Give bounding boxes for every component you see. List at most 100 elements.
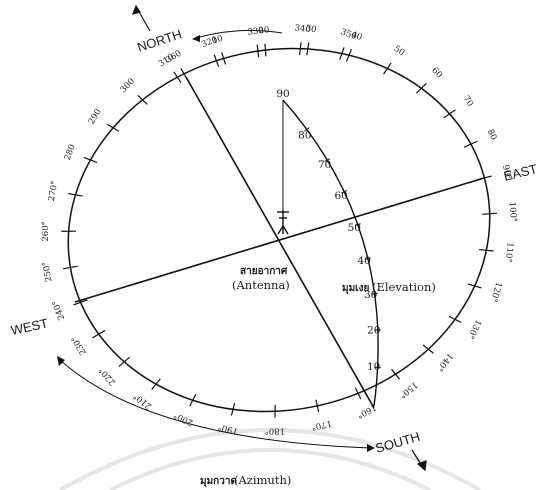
elevation-tick-label: 50: [348, 222, 361, 234]
azimuth-tick-mark: [62, 265, 78, 270]
elevation-tick-label: 30: [364, 289, 377, 301]
azimuth-tick-label: 30: [305, 24, 317, 36]
elevation-tick-label: 10: [367, 361, 380, 373]
azimuth-tick-label: 270°: [47, 180, 60, 202]
azimuth-tick-label: 40: [350, 30, 364, 43]
azimuth-tick-label: 200°: [172, 409, 195, 427]
azimuth-tick-label: 330: [247, 26, 264, 38]
azimuth-tick-mark: [213, 54, 220, 67]
azimuth-tick-label: 170°: [310, 418, 332, 432]
elevation-tick-mark: [324, 158, 331, 163]
azimuth-tick-label: 110°: [503, 242, 515, 263]
azimuth-tick-mark: [479, 248, 494, 252]
elevation-tick-mark: [304, 127, 310, 132]
azimuth-tick-label: 130°: [465, 318, 483, 341]
azimuth-tick-mark: [448, 315, 462, 324]
elevation-tick-mark: [354, 223, 361, 227]
azimuth-tick-label: 190°: [217, 421, 239, 436]
antenna-icon: [277, 210, 289, 235]
azimuth-tick-label: 290: [87, 107, 104, 126]
azimuth-sweep-arrow-icon: [57, 356, 375, 452]
elevation-arc: [282, 99, 379, 407]
elevation-tick-mark: [341, 190, 348, 194]
azimuth-tick-label: 350: [339, 27, 358, 42]
azimuth-tick-label: 60: [429, 66, 444, 81]
elevation-tick-label: 20: [367, 324, 380, 336]
azimuth-tick-label: 300: [119, 77, 137, 96]
azimuth-tick-label: 210°: [132, 390, 154, 411]
azimuth-tick-label: 100°: [507, 201, 519, 222]
azimuth-tick-label: 180°: [264, 425, 285, 435]
azimuth-thai-label: มุมกวาด: [200, 476, 237, 487]
antenna-thai-label: สายอากาศ: [240, 266, 288, 277]
azimuth-tick-mark: [118, 356, 131, 367]
azimuth-tick-mark: [221, 52, 227, 65]
azimuth-tick-label: 120°: [488, 281, 503, 303]
elevation-tick-label: 80: [298, 129, 311, 141]
azimuth-tick-label: 250°: [41, 261, 54, 283]
azimuth-circle: [67, 47, 491, 413]
azimuth-tick-mark: [137, 94, 148, 105]
azimuth-tick-label: 230°: [70, 334, 89, 357]
north-curved-arrow-icon: [192, 29, 283, 42]
west-label: WEST: [10, 315, 50, 337]
azimuth-tick-label: 90°: [500, 164, 513, 181]
azimuth-tick-mark: [422, 344, 434, 354]
azimuth-tick-mark: [482, 212, 498, 215]
azimuth-tick-label: 340: [294, 23, 311, 35]
azimuth-tick-label: 140°: [434, 351, 455, 373]
azimuth-tick-mark: [315, 399, 320, 413]
azimuth-tick-mark: [68, 193, 83, 197]
azimuth-tick-label: 10: [211, 34, 224, 47]
azimuth-tick-label: 240°: [51, 299, 67, 322]
azimuth-label: (Azimuth): [234, 473, 291, 487]
azimuth-tick-mark: [299, 42, 302, 56]
azimuth-tick-mark: [189, 393, 197, 407]
azimuth-tick-mark: [151, 378, 161, 390]
elevation-ticks: 90 80 70 60 50 40 30 20 10: [276, 88, 381, 373]
azimuth-tick-mark: [180, 68, 188, 80]
azimuth-tick-mark: [339, 47, 345, 60]
azimuth-tick-mark: [83, 156, 98, 163]
azimuth-tick-mark: [173, 71, 182, 83]
azimuth-tick-label: 80: [485, 128, 499, 142]
south-arrow-icon: [411, 449, 427, 472]
elevation-thai-label: มุมเงย: [342, 283, 369, 294]
azimuth-tick-mark: [477, 175, 492, 181]
azimuth-tick-mark: [256, 44, 260, 58]
elevation-tick-label: 70: [318, 159, 331, 171]
north-arrow-icon: [132, 4, 151, 32]
azimuth-tick-label: 280: [63, 143, 78, 162]
azimuth-tick-mark: [467, 283, 482, 289]
elevation-tick-label: 40: [357, 255, 370, 267]
azimuth-tick-label: 260°: [41, 221, 51, 242]
azimuth-tick-mark: [107, 123, 120, 132]
azimuth-tick-mark: [264, 43, 267, 57]
azimuth-tick-mark: [463, 140, 478, 148]
azimuth-tick-mark: [346, 48, 353, 62]
azimuth-tick-label: 20: [258, 25, 270, 36]
east-west-axis: [74, 177, 485, 303]
azimuth-tick-label: 320: [200, 35, 219, 50]
azimuth-tick-label: 220°: [97, 365, 118, 387]
azimuth-tick-mark: [390, 368, 401, 380]
azimuth-tick-mark: [306, 42, 310, 56]
azimuth-tick-label: 50: [392, 44, 407, 58]
azimuth-tick-mark: [383, 62, 392, 75]
antenna-label: (Antenna): [232, 278, 290, 292]
north-south-axis: [185, 76, 375, 409]
azimuth-tick-mark: [443, 109, 456, 119]
elevation-tick-mark: [371, 292, 378, 295]
elevation-tick-label: 60: [334, 190, 347, 202]
azimuth-tick-label: 70: [461, 94, 475, 109]
azimuth-tick-label: 150°: [397, 379, 419, 400]
elevation-label: (Elevation): [372, 280, 436, 294]
azimuth-tick-mark: [230, 402, 236, 416]
azimuth-tick-mark: [354, 387, 362, 400]
azimuth-tick-mark: [415, 82, 427, 94]
elevation-tick-label: 90: [276, 88, 289, 100]
azimuth-tick-label: 160°: [355, 402, 378, 420]
elevation-tick-mark: [364, 257, 371, 260]
